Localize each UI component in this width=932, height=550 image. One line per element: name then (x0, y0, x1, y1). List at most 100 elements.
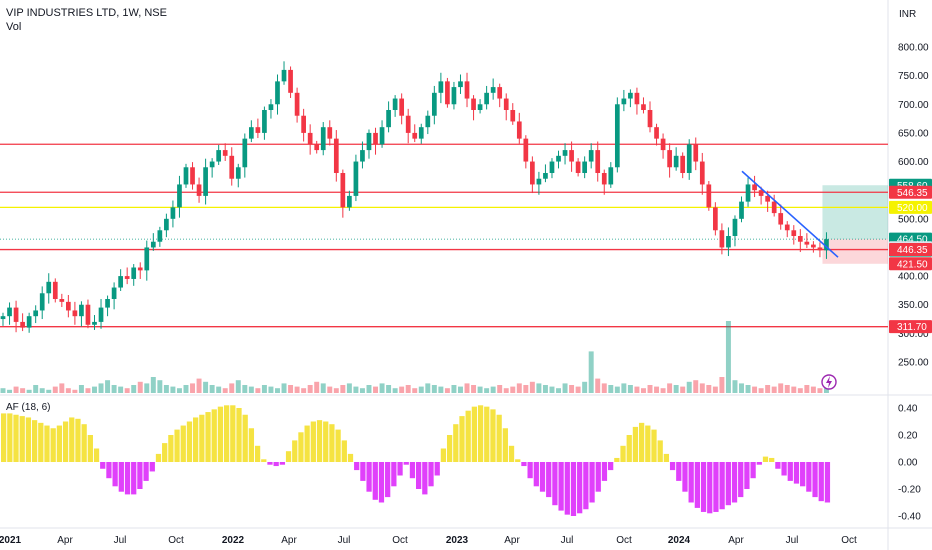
candle-body (752, 184, 757, 191)
af-bar (638, 422, 645, 462)
candle-body (399, 98, 405, 116)
candle-body (222, 150, 228, 156)
af-bar (533, 462, 539, 487)
af-bar (688, 462, 694, 503)
candle-body (621, 98, 627, 105)
candle-body (778, 213, 784, 225)
candle-body (431, 92, 437, 116)
time-tick-label: Oct (841, 535, 857, 546)
price-tick-label: 600.00 (898, 157, 929, 168)
af-bar (193, 417, 199, 462)
volume-bar (706, 385, 712, 393)
af-bar (769, 457, 775, 462)
candle-body (248, 127, 254, 139)
price-tag: 520.00 (889, 200, 932, 214)
af-bar (44, 425, 50, 462)
volume-bar (203, 381, 209, 393)
price-tag-bg (889, 200, 932, 214)
candle-body (72, 310, 78, 317)
af-tick-label: 0.20 (898, 431, 918, 442)
af-bar (818, 462, 824, 502)
candle-body (549, 161, 555, 173)
volume-bar (294, 386, 300, 393)
candle-body (209, 161, 215, 168)
candle-body (353, 161, 359, 196)
candle-body (183, 167, 189, 185)
price-tag-bg (889, 257, 932, 271)
af-bar (521, 462, 527, 467)
af-tick-label: 0.40 (898, 404, 918, 415)
af-tick-label: -0.20 (898, 485, 921, 496)
time-tick-label: 2023 (446, 535, 469, 546)
af-bar (409, 462, 416, 479)
af-bar (242, 414, 248, 462)
volume-bar (222, 388, 228, 393)
candle-body (105, 299, 110, 308)
af-bar (354, 462, 360, 471)
candle-body (301, 115, 306, 133)
volume-bar (640, 388, 646, 393)
volume-bar (804, 385, 810, 393)
volume-bar (373, 386, 379, 393)
volume-bar (608, 385, 614, 393)
volume-bar (542, 385, 548, 393)
af-bar (626, 435, 632, 462)
af-bar (323, 421, 329, 462)
candle-body (758, 190, 764, 196)
candle-body (458, 81, 463, 88)
volume-bar (118, 386, 124, 393)
volume-bar (333, 388, 339, 393)
candle-body (530, 161, 535, 185)
af-bar (700, 462, 707, 512)
af-bar (81, 424, 87, 462)
candle-body (791, 230, 797, 236)
candle-body (170, 207, 176, 219)
af-bar (725, 462, 731, 506)
volume-bar (353, 386, 359, 393)
af-bar (552, 462, 558, 506)
volume-bar (13, 386, 19, 393)
af-bar (781, 462, 787, 476)
af-bar (744, 462, 750, 489)
volume-bar (288, 385, 294, 393)
af-bar (422, 462, 428, 495)
af-bar (583, 462, 589, 510)
candle-body (647, 110, 653, 128)
candle-body (177, 184, 182, 208)
trendline (741, 170, 839, 258)
candle-body (680, 155, 686, 173)
price-tag: 421.50 (889, 257, 932, 271)
volume-bar (52, 386, 58, 393)
af-bar (304, 425, 310, 462)
price-tick-label: 800.00 (898, 43, 929, 54)
volume-bar (739, 383, 744, 393)
candle-body (85, 304, 91, 325)
af-bar (428, 462, 434, 487)
volume-bar (33, 385, 39, 393)
volume-bar (111, 385, 117, 393)
volume-bar (20, 388, 26, 393)
volume-bar (196, 378, 202, 393)
candle-body (412, 132, 418, 139)
af-bar (762, 456, 769, 462)
volume-bar (719, 377, 725, 393)
indicator-label: AF (18, 6) (6, 402, 51, 413)
price-tag-label: 520.00 (897, 203, 928, 214)
volume-bar (268, 386, 274, 393)
time-tick-label: Oct (392, 535, 408, 546)
candle-body (39, 293, 45, 311)
af-bar (676, 462, 682, 481)
af-bar (236, 408, 242, 462)
candle-body (601, 173, 607, 185)
volume-bar (817, 388, 823, 393)
time-tick-label: 2021 (0, 535, 22, 546)
af-bar (787, 462, 793, 481)
af-bar (484, 406, 490, 462)
volume-bar (765, 385, 771, 393)
candle-body (739, 201, 744, 219)
candle-body (464, 81, 470, 99)
volume-bar (26, 389, 32, 393)
price-tick-label: 700.00 (898, 100, 929, 111)
currency-label: INR (899, 9, 917, 20)
